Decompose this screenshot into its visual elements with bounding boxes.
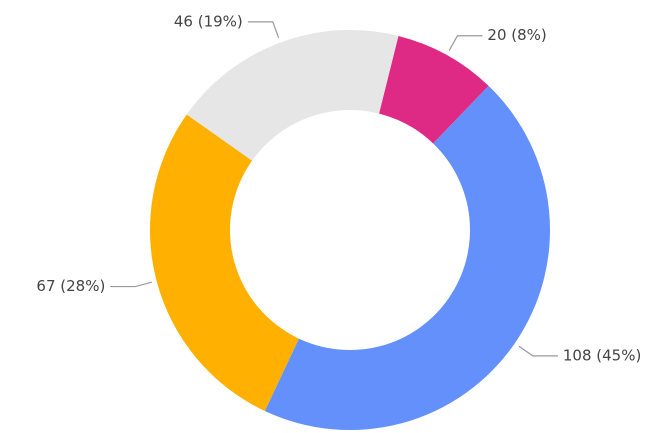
leader-line [247, 21, 280, 39]
leader-line [518, 345, 558, 357]
donut-slice [379, 35, 489, 144]
donut-slice [264, 85, 550, 430]
data-label: 20 (8%) [487, 26, 546, 44]
donut-slice [149, 114, 299, 411]
leader-line [448, 35, 483, 51]
leader-line [110, 281, 152, 288]
data-label: 46 (19%) [174, 12, 243, 30]
donut-slice [186, 30, 399, 161]
data-label: 67 (28%) [36, 277, 105, 295]
data-label: 108 (45%) [563, 346, 641, 364]
